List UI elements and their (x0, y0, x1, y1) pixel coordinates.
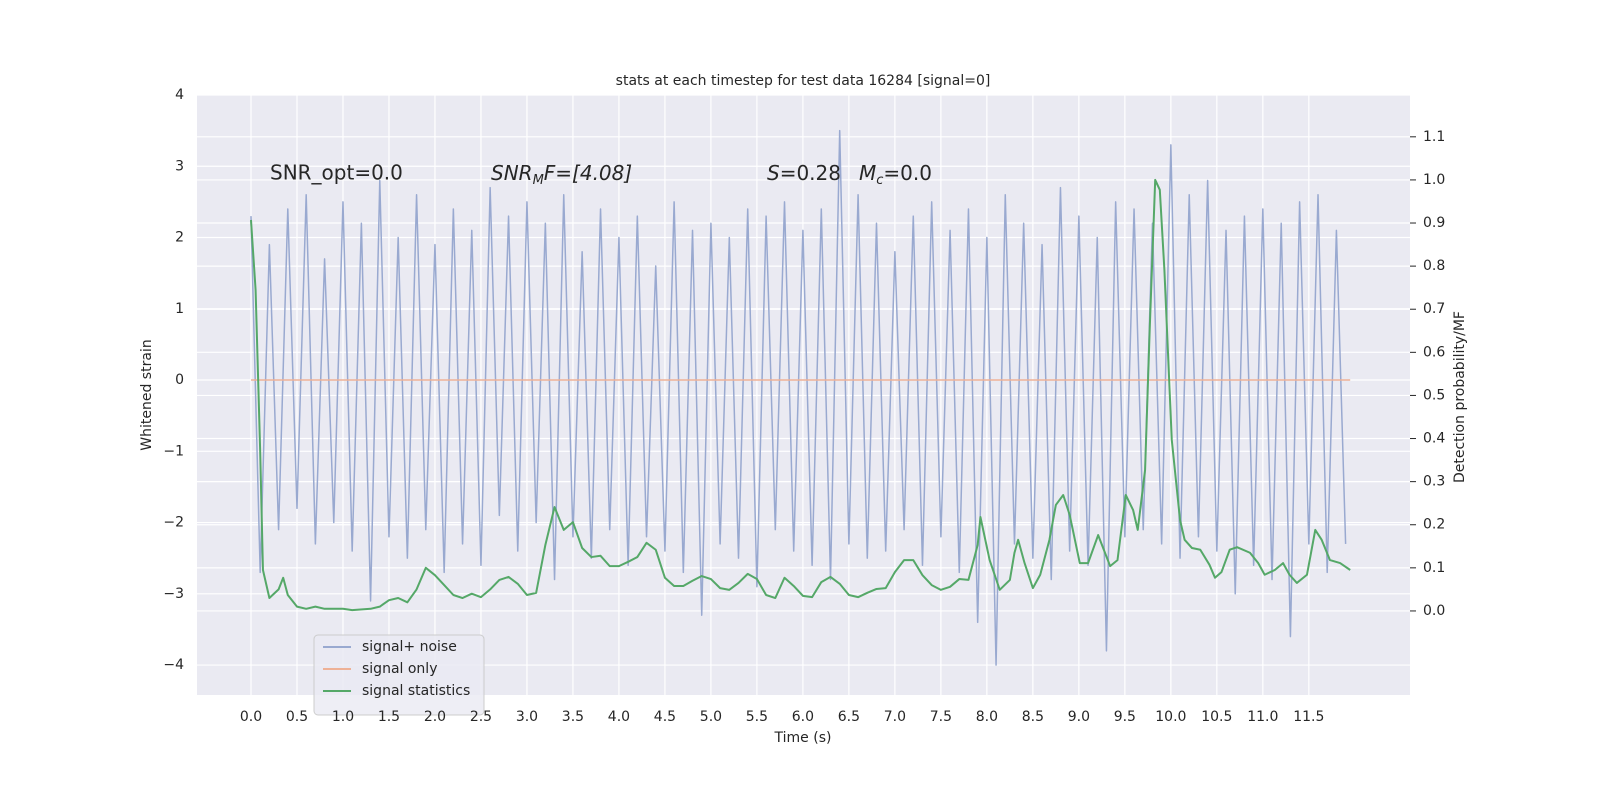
x-tick-label: 3.5 (562, 709, 584, 725)
series-line (249, 178, 1351, 612)
y-tick-label: −3 (163, 586, 184, 602)
y2-tick-label: 0.1 (1423, 560, 1445, 576)
y2-tick-label: 0.7 (1423, 301, 1445, 317)
x-tick-label: 0.0 (240, 709, 262, 725)
y-tick-label: 2 (175, 230, 184, 246)
legend-label: signal statistics (362, 683, 470, 699)
annotation-part: c (876, 173, 883, 188)
y2-tick-label: 0.5 (1423, 387, 1445, 403)
y-tick-label: 1 (175, 301, 184, 317)
annotation-part: S (767, 161, 780, 185)
y2-tick-label: 0.8 (1423, 258, 1445, 274)
annotation-part: M (859, 161, 876, 185)
x-tick-label: 1.0 (332, 709, 354, 725)
y2-tick-label: 0.6 (1423, 344, 1445, 360)
x-tick-label: 6.5 (838, 709, 860, 725)
x-tick-label: 8.5 (1022, 709, 1044, 725)
y2-tick-label: 0.0 (1423, 603, 1445, 619)
x-tick-label: 1.5 (378, 709, 400, 725)
x-tick-label: 4.5 (654, 709, 676, 725)
annotation: S=0.28 (767, 161, 841, 185)
y2-axis-label: Detection probability/MF (1452, 311, 1468, 483)
annotation-part: =0.0 (883, 161, 932, 185)
annotation-part: SNR (491, 161, 533, 185)
y-tick-label: 3 (175, 158, 184, 174)
annotation: SNR_opt=0.0 (270, 161, 403, 185)
annotation-part: F=[4.08] (544, 161, 632, 185)
x-tick-label: 9.5 (1114, 709, 1136, 725)
x-tick-label: 4.0 (608, 709, 630, 725)
series-line (250, 129, 1347, 666)
x-tick-label: 6.0 (792, 709, 814, 725)
x-tick-label: 10.5 (1201, 709, 1232, 725)
annotation-part: M (533, 173, 544, 188)
x-tick-label: 3.0 (516, 709, 538, 725)
legend-label: signal+ noise (362, 639, 457, 655)
x-tick-label: 5.5 (746, 709, 768, 725)
x-tick-label: 11.0 (1247, 709, 1278, 725)
x-tick-label: 7.0 (884, 709, 906, 725)
y2-tick-label: 0.2 (1423, 517, 1445, 533)
y-axis-label: Whitened strain (139, 339, 155, 450)
x-tick-label: 5.0 (700, 709, 722, 725)
y2-tick-label: 1.1 (1423, 129, 1445, 145)
annotation: Mc=0.0 (859, 161, 932, 188)
legend-box (313, 634, 485, 716)
y2-tick-label: 1.0 (1423, 172, 1445, 188)
y-tick-label: −4 (163, 657, 184, 673)
y2-tick-label: 0.3 (1423, 474, 1445, 490)
x-tick-label: 10.0 (1155, 709, 1186, 725)
y-tick-label: −2 (163, 515, 184, 531)
legend-label: signal only (362, 661, 437, 677)
annotation-part: =0.28 (780, 161, 841, 185)
legend: signal+ noise signal only signal statistic… (313, 634, 485, 716)
y-tick-label: 4 (175, 87, 184, 103)
y2-tick-label: 0.4 (1423, 431, 1445, 447)
x-tick-label: 7.5 (930, 709, 952, 725)
chart-title: stats at each timestep for test data 162… (616, 73, 991, 89)
x-tick-label: 8.0 (976, 709, 998, 725)
x-tick-label: 9.0 (1068, 709, 1090, 725)
x-tick-label: 11.5 (1293, 709, 1324, 725)
y2-tick-label: 0.9 (1423, 215, 1445, 231)
x-axis-label: Time (s) (774, 730, 832, 746)
y-tick-label: −1 (163, 443, 184, 459)
x-tick-label: 2.5 (470, 709, 492, 725)
x-tick-label: 2.0 (424, 709, 446, 725)
marks (249, 129, 1351, 666)
annotation: SNRMF=[4.08] (491, 161, 632, 188)
y-tick-label: 0 (175, 372, 184, 388)
x-tick-label: 0.5 (286, 709, 308, 725)
